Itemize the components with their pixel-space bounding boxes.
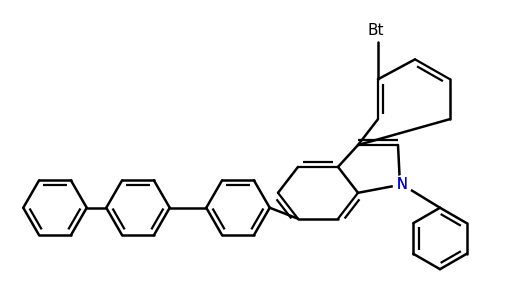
Text: N: N	[397, 177, 408, 192]
Circle shape	[393, 176, 412, 194]
Text: N: N	[397, 177, 408, 192]
Text: Bt: Bt	[367, 23, 383, 38]
